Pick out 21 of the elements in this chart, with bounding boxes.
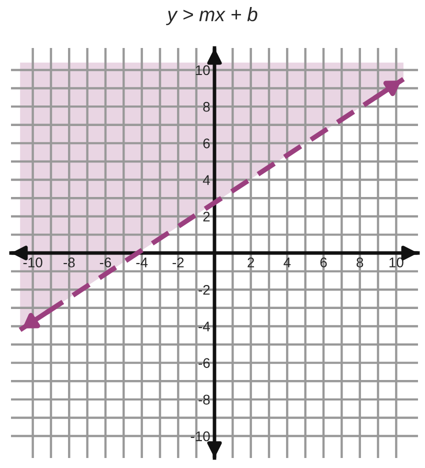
y-tick-label: -4 (198, 322, 210, 332)
x-tick-label: 10 (390, 258, 404, 268)
y-tick-label: 2 (203, 212, 210, 222)
y-tick-label: -10 (190, 431, 210, 442)
x-tick-label: -2 (172, 258, 184, 268)
x-tick-label: -6 (100, 258, 112, 268)
y-tick-label: -8 (198, 394, 210, 405)
x-tick-label: 6 (320, 258, 327, 268)
y-tick-label: -6 (198, 358, 210, 368)
y-tick-label: 10 (196, 65, 210, 76)
y-tick-label: 6 (203, 138, 210, 148)
y-tick-label: -2 (198, 284, 210, 295)
x-tick-label: 8 (356, 258, 364, 268)
x-tick-label: -10 (23, 258, 42, 268)
y-tick-label: 8 (203, 102, 210, 112)
x-tick-label: -8 (64, 258, 75, 268)
y-tick-label: 4 (202, 175, 210, 185)
chart-title: y > mx + b (166, 7, 258, 26)
x-tick-label: 4 (284, 258, 291, 268)
x-tick-label: 2 (248, 258, 254, 268)
x-tick-label: -4 (136, 258, 148, 268)
